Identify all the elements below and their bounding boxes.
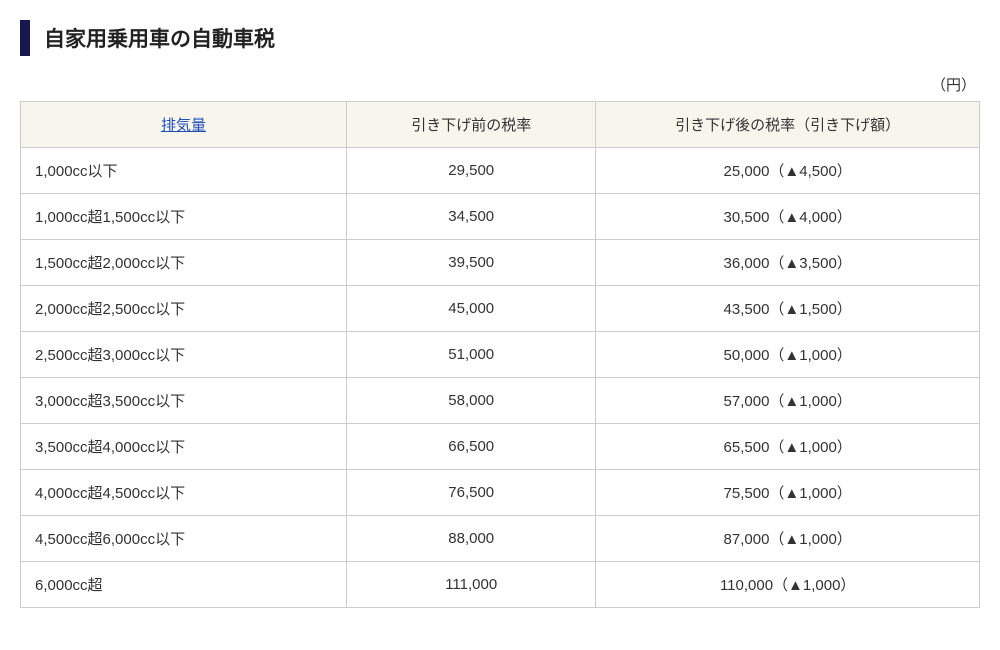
cell-before-rate: 39,500	[347, 240, 596, 286]
cell-after-rate: 110,000（▲1,000）	[596, 562, 980, 608]
table-row: 1,000cc以下29,50025,000（▲4,500）	[21, 148, 980, 194]
table-row: 1,000cc超1,500cc以下34,50030,500（▲4,000）	[21, 194, 980, 240]
cell-displacement: 1,500cc超2,000cc以下	[21, 240, 347, 286]
cell-before-rate: 88,000	[347, 516, 596, 562]
cell-after-rate: 43,500（▲1,500）	[596, 286, 980, 332]
table-row: 4,500cc超6,000cc以下88,00087,000（▲1,000）	[21, 516, 980, 562]
cell-after-rate: 50,000（▲1,000）	[596, 332, 980, 378]
tax-table: 排気量 引き下げ前の税率引き下げ後の税率（引き下げ額） 1,000cc以下29,5…	[20, 101, 980, 608]
table-header-cell: 引き下げ前の税率	[347, 102, 596, 148]
cell-after-rate: 30,500（▲4,000）	[596, 194, 980, 240]
cell-after-rate: 36,000（▲3,500）	[596, 240, 980, 286]
cell-before-rate: 58,000	[347, 378, 596, 424]
table-row: 2,500cc超3,000cc以下51,00050,000（▲1,000）	[21, 332, 980, 378]
cell-displacement: 1,000cc以下	[21, 148, 347, 194]
title-accent-bar	[20, 20, 30, 56]
cell-after-rate: 57,000（▲1,000）	[596, 378, 980, 424]
cell-displacement: 4,500cc超6,000cc以下	[21, 516, 347, 562]
cell-displacement: 2,500cc超3,000cc以下	[21, 332, 347, 378]
cell-before-rate: 76,500	[347, 470, 596, 516]
table-row: 6,000cc超111,000110,000（▲1,000）	[21, 562, 980, 608]
table-row: 4,000cc超4,500cc以下76,50075,500（▲1,000）	[21, 470, 980, 516]
table-row: 1,500cc超2,000cc以下39,50036,000（▲3,500）	[21, 240, 980, 286]
cell-displacement: 3,500cc超4,000cc以下	[21, 424, 347, 470]
table-header-cell: 引き下げ後の税率（引き下げ額）	[596, 102, 980, 148]
cell-before-rate: 45,000	[347, 286, 596, 332]
table-header-cell: 排気量	[21, 102, 347, 148]
cell-displacement: 2,000cc超2,500cc以下	[21, 286, 347, 332]
table-row: 2,000cc超2,500cc以下45,00043,500（▲1,500）	[21, 286, 980, 332]
cell-before-rate: 29,500	[347, 148, 596, 194]
cell-displacement: 6,000cc超	[21, 562, 347, 608]
table-row: 3,500cc超4,000cc以下66,50065,500（▲1,000）	[21, 424, 980, 470]
cell-before-rate: 66,500	[347, 424, 596, 470]
cell-displacement: 3,000cc超3,500cc以下	[21, 378, 347, 424]
cell-before-rate: 51,000	[347, 332, 596, 378]
page-title: 自家用乗用車の自動車税	[44, 23, 275, 53]
title-row: 自家用乗用車の自動車税	[20, 20, 980, 56]
unit-label: （円）	[20, 74, 980, 95]
cell-after-rate: 87,000（▲1,000）	[596, 516, 980, 562]
cell-displacement: 4,000cc超4,500cc以下	[21, 470, 347, 516]
table-body: 1,000cc以下29,50025,000（▲4,500）1,000cc超1,5…	[21, 148, 980, 608]
cell-before-rate: 34,500	[347, 194, 596, 240]
cell-after-rate: 65,500（▲1,000）	[596, 424, 980, 470]
table-head: 排気量 引き下げ前の税率引き下げ後の税率（引き下げ額）	[21, 102, 980, 148]
cell-displacement: 1,000cc超1,500cc以下	[21, 194, 347, 240]
cell-after-rate: 75,500（▲1,000）	[596, 470, 980, 516]
cell-after-rate: 25,000（▲4,500）	[596, 148, 980, 194]
table-row: 3,000cc超3,500cc以下58,00057,000（▲1,000）	[21, 378, 980, 424]
table-header-row: 排気量 引き下げ前の税率引き下げ後の税率（引き下げ額）	[21, 102, 980, 148]
cell-before-rate: 111,000	[347, 562, 596, 608]
displacement-header-link[interactable]: 排気量	[161, 117, 206, 134]
